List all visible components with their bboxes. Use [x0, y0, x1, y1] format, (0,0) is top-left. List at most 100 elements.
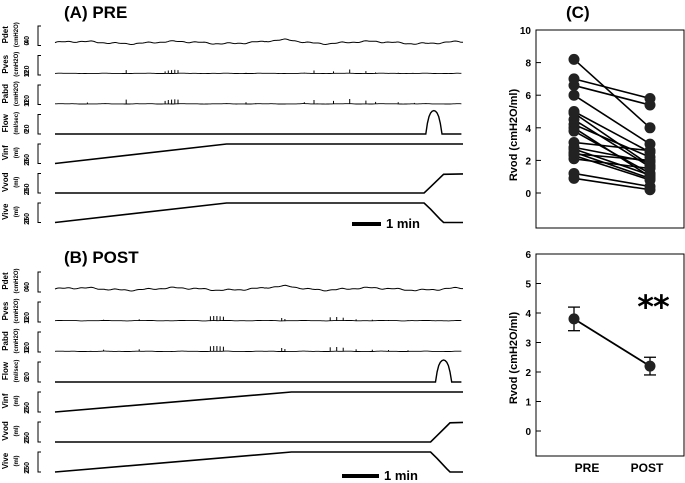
channel-unit-vinf: (ml)	[14, 147, 20, 158]
paired-line-7	[573, 123, 651, 158]
trace-vinf	[54, 391, 463, 413]
paired-point-post-0	[644, 122, 656, 134]
channel-axis-vinf	[37, 391, 41, 413]
summary-mean-point-1	[644, 360, 656, 372]
channel-axis-pabd	[37, 84, 41, 105]
channel-tick-min-pves: 0	[24, 318, 31, 322]
trace-vvod	[55, 421, 464, 443]
y-axis-label-bottom: Rvod (cmH2O/ml)	[508, 312, 520, 405]
paired-point-post-14	[644, 154, 656, 166]
channel-tick-min-vinf: 0	[24, 408, 31, 412]
trace-vive	[54, 202, 463, 224]
channel-label-pves: Pves	[1, 54, 10, 73]
channel-label-pabd: Pabd	[1, 84, 10, 104]
summary-plot: 0 1 2 3 4 5 6	[525, 250, 685, 457]
paired-line-2	[573, 84, 651, 106]
channel-tick-max-pabd: 120	[24, 342, 31, 354]
channel-axis-vvod	[37, 173, 41, 194]
channel-unit-pdet: (cmH2O)	[14, 268, 20, 293]
channel-axis-pves	[37, 55, 41, 76]
summary-ytick-label-5: 5	[525, 280, 531, 291]
channel-tick-max-flow: 20	[24, 372, 31, 380]
summary-ytick-label-0: 0	[525, 427, 531, 438]
channel-label-vinf: Vinf	[1, 393, 10, 408]
channel-tick-min-pabd: 0	[24, 348, 31, 352]
channel-tick-min-pves: 0	[24, 71, 31, 75]
paired-plot: 0 2 4 6 8 10	[520, 26, 685, 229]
trace-flow	[55, 359, 462, 383]
channel-tick-min-pabd: 0	[24, 101, 31, 105]
channel-tick-max-vive: 250	[24, 213, 31, 225]
paired-line-10	[573, 141, 651, 152]
channel-unit-vive: (ml)	[14, 206, 20, 217]
paired-line-4	[573, 110, 651, 153]
channel-tick-max-flow: 20	[24, 124, 31, 132]
channel-tick-min-flow: 0	[24, 130, 31, 134]
trace-pabd	[55, 103, 462, 105]
channel-label-flow: Flow	[1, 113, 10, 132]
channel-tick-max-vive: 250	[24, 462, 31, 474]
significance-annotation: **	[637, 288, 670, 326]
channel-label-vive: Vive	[1, 452, 10, 469]
channel-unit-flow: (ml/sec)	[14, 112, 20, 135]
channel-unit-vive: (ml)	[14, 456, 20, 467]
paired-plot-frame	[535, 29, 685, 229]
summary-mean-point-0	[568, 313, 580, 325]
summary-ytick-label-4: 4	[525, 309, 531, 320]
paired-line-13	[573, 151, 651, 180]
channel-axis-vive	[37, 451, 41, 473]
paired-line-12	[573, 148, 651, 176]
channel-tick-max-pdet: 40	[24, 36, 31, 44]
summary-ytick-label-2: 2	[525, 368, 531, 379]
channel-unit-pdet: (cmH2O)	[14, 22, 20, 47]
summary-plot-frame	[535, 253, 685, 457]
channel-axis-vvod	[37, 421, 41, 443]
channel-axis-pdet	[37, 271, 41, 293]
paired-line-0	[573, 58, 651, 129]
paired-point-pre-0	[568, 53, 580, 65]
paired-line-14	[573, 153, 651, 162]
channel-tick-min-vinf: 0	[24, 160, 31, 164]
channel-axis-vinf	[37, 143, 41, 164]
channel-unit-pabd: (cmH2O)	[14, 81, 20, 106]
channel-label-pabd: Pabd	[1, 331, 10, 351]
trace-vvod	[55, 173, 464, 194]
channel-label-flow: Flow	[1, 361, 10, 380]
channel-label-pdet: Pdet	[1, 26, 10, 44]
channel-tick-max-vinf: 250	[24, 402, 31, 414]
channel-label-pdet: Pdet	[1, 272, 10, 290]
paired-point-post-2	[644, 99, 656, 111]
channel-axis-vive	[37, 202, 41, 223]
paired-line-1	[573, 78, 651, 100]
channel-tick-min-pdet: 0	[24, 42, 31, 46]
paired-ytick-label-1: 2	[525, 156, 531, 167]
panel-c-title: (C)	[566, 3, 590, 22]
channel-unit-flow: (ml/sec)	[14, 360, 20, 383]
paired-point-post-16	[644, 163, 656, 175]
channel-label-pves: Pves	[1, 301, 10, 320]
channel-label-vvod: Vvod	[1, 172, 10, 192]
y-axis-label-top: Rvod (cmH2O/ml)	[508, 89, 520, 182]
channel-axis-pves	[37, 301, 41, 323]
channel-tick-min-pdet: 0	[24, 288, 31, 292]
trace-pdet	[54, 284, 463, 292]
channel-tick-min-vive: 0	[24, 219, 31, 223]
channel-tick-max-pdet: 40	[24, 282, 31, 290]
summary-ytick-label-6: 6	[525, 250, 531, 261]
channel-tick-max-pves: 120	[24, 65, 31, 77]
x-category-pre: PRE	[575, 461, 600, 475]
trace-flow	[55, 109, 462, 135]
panel-a-title: (A) PRE	[64, 3, 127, 22]
channel-axis-pabd	[37, 331, 41, 353]
time-scale-label-post: 1 min	[384, 468, 418, 483]
channel-axis-flow	[37, 114, 41, 135]
channel-label-vive: Vive	[1, 203, 10, 220]
summary-mean-line	[573, 318, 651, 367]
trace-vive	[54, 451, 463, 473]
channel-tick-max-pabd: 120	[24, 95, 31, 107]
channel-unit-pabd: (cmH2O)	[14, 328, 20, 353]
channel-unit-vinf: (ml)	[14, 396, 20, 407]
